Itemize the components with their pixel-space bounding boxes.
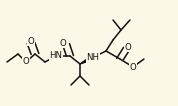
Text: O: O — [130, 63, 136, 72]
Text: O: O — [23, 57, 29, 66]
Text: O: O — [60, 38, 66, 47]
Text: O: O — [28, 36, 34, 45]
Polygon shape — [80, 57, 94, 64]
Text: NH: NH — [87, 54, 100, 63]
Text: O: O — [125, 43, 131, 52]
Text: HN: HN — [49, 52, 62, 61]
